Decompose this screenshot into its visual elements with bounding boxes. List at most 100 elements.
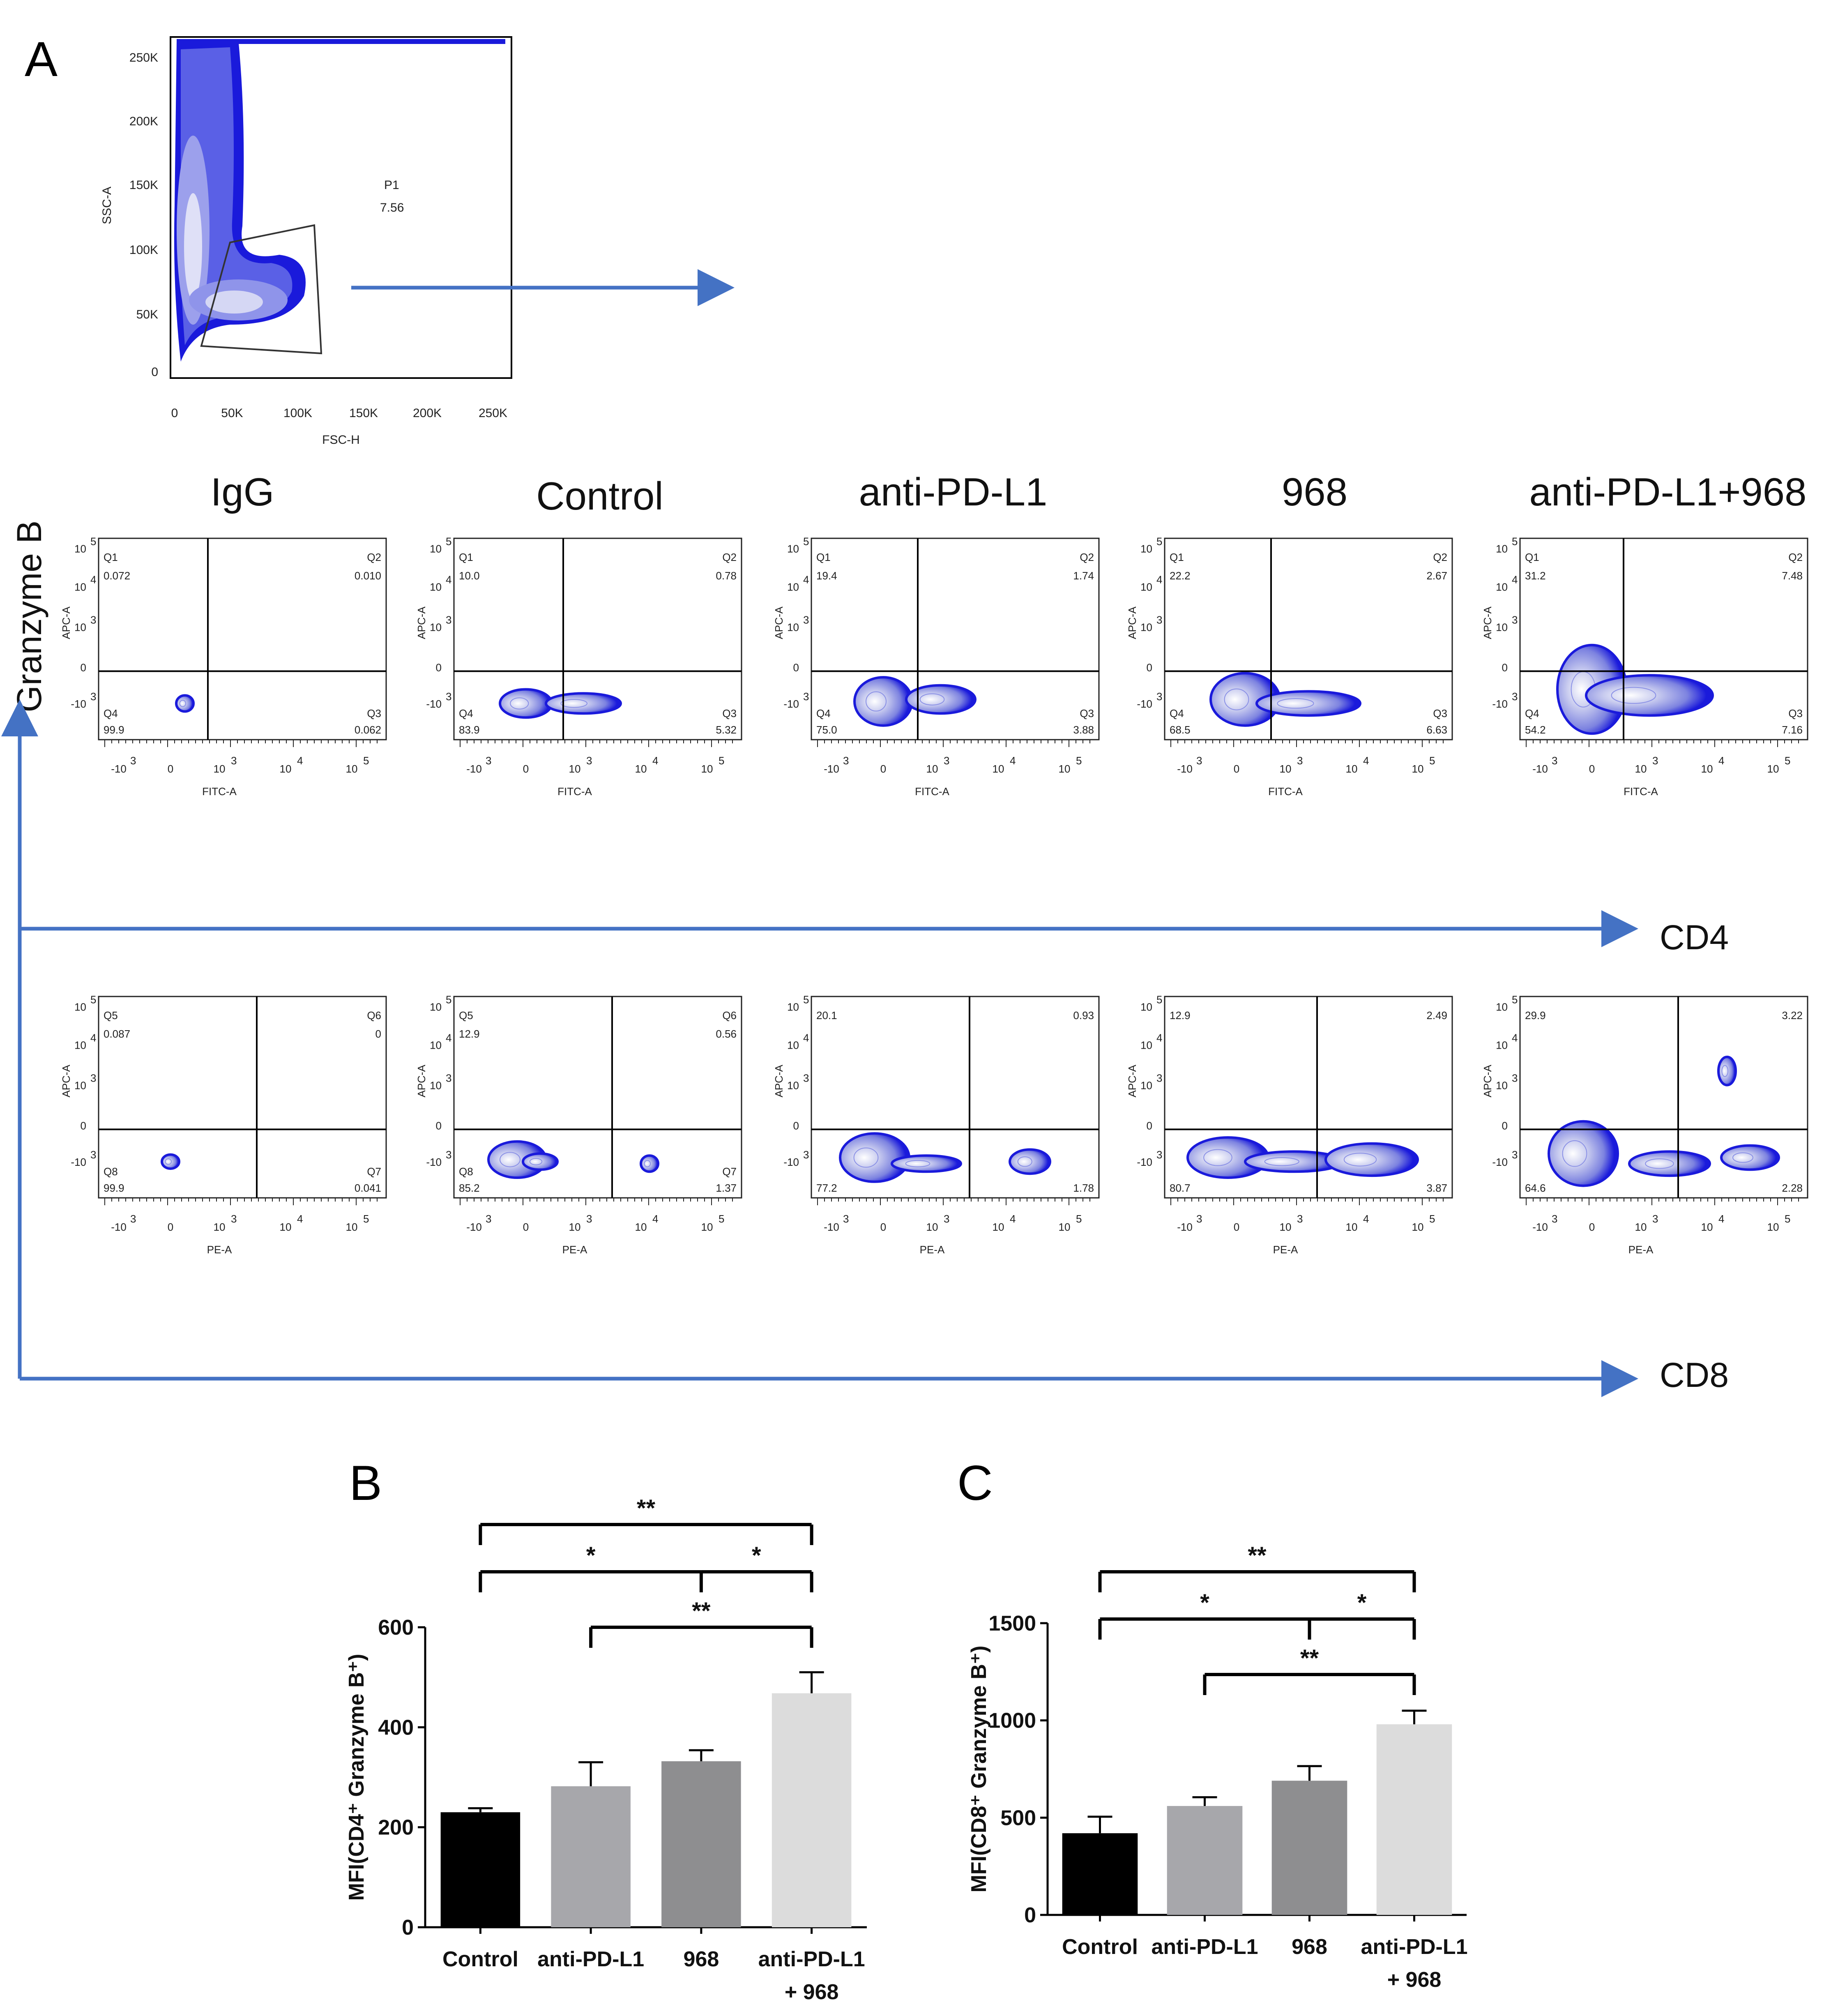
flow-y-tick-exp: 4 bbox=[90, 574, 96, 586]
flow-x-tick: -10 bbox=[824, 1221, 839, 1233]
bar bbox=[1062, 1833, 1138, 1915]
x-tick-label: anti-PD-L1 bbox=[1152, 1935, 1258, 1959]
flow-x-tick-exp: 3 bbox=[1552, 754, 1557, 767]
flow-y-tick-exp: 3 bbox=[1156, 614, 1162, 626]
flow-x-tick: 10 bbox=[1280, 763, 1292, 775]
flow-y-tick: -10 bbox=[1492, 698, 1508, 710]
quadrant-name: Q1 bbox=[104, 551, 118, 563]
flow-x-tick-exp: 3 bbox=[1652, 754, 1658, 767]
flow-x-tick-exp: 5 bbox=[719, 754, 724, 767]
quadrant-name: Q1 bbox=[1170, 551, 1184, 563]
density-contour-inner bbox=[1732, 1152, 1753, 1163]
flow-y-tick: 10 bbox=[1140, 621, 1152, 634]
flow-y-tick-exp: 3 bbox=[1512, 690, 1518, 703]
flow-x-tick-exp: 3 bbox=[843, 754, 849, 767]
density-contour bbox=[1717, 1056, 1737, 1086]
quadrant-value: 2.67 bbox=[1426, 570, 1447, 582]
x-tick-label: + 968 bbox=[1387, 1968, 1442, 1992]
flow-y-tick-exp: 4 bbox=[1156, 574, 1162, 586]
density-contour-inner bbox=[1224, 688, 1249, 710]
flow-x-tick: 10 bbox=[635, 763, 647, 775]
flow-y-tick: 10 bbox=[430, 1001, 442, 1013]
quadrant-value: 31.2 bbox=[1525, 570, 1546, 582]
group-title: anti-PD-L1 bbox=[859, 470, 1048, 514]
group-title: 968 bbox=[1282, 470, 1347, 514]
flow-y-tick-exp: 5 bbox=[90, 994, 96, 1006]
flow-x-tick-exp: 3 bbox=[231, 754, 237, 767]
significance-label: ** bbox=[1248, 1542, 1267, 1569]
flow-y-tick: -10 bbox=[1137, 698, 1152, 710]
flow-x-tick-exp: 5 bbox=[1785, 1213, 1790, 1225]
quadrant-value: 0.93 bbox=[1073, 1009, 1094, 1022]
flow-x-tick-exp: 3 bbox=[1196, 754, 1202, 767]
bar bbox=[551, 1786, 631, 1927]
flow-y-tick-exp: 4 bbox=[803, 1032, 809, 1044]
flow-y-tick-exp: 5 bbox=[803, 535, 809, 548]
flow-x-tick: -10 bbox=[1177, 763, 1193, 775]
flow-x-tick-exp: 5 bbox=[363, 754, 369, 767]
quadrant-name: Q3 bbox=[367, 707, 381, 720]
quadrant-value: 2.28 bbox=[1782, 1182, 1803, 1194]
density-contour bbox=[175, 694, 195, 713]
bar bbox=[1271, 1781, 1347, 1915]
flow-x-tick-exp: 3 bbox=[1652, 1213, 1658, 1225]
quadrant-value: 54.2 bbox=[1525, 724, 1546, 736]
flow-y-tick-exp: 3 bbox=[1156, 1149, 1162, 1161]
gate-value: 7.56 bbox=[380, 201, 404, 215]
quadrant-value: 5.32 bbox=[716, 724, 737, 736]
flow-x-tick: 10 bbox=[1701, 1221, 1713, 1233]
flow-y-tick: 10 bbox=[1140, 1039, 1152, 1052]
flow-y-tick: 10 bbox=[1496, 621, 1508, 634]
flow-y-tick: 10 bbox=[787, 621, 799, 634]
flow-x-tick-exp: 4 bbox=[652, 1213, 658, 1225]
flow-x-tick: 10 bbox=[569, 1221, 581, 1233]
quadrant-value: 1.78 bbox=[1073, 1182, 1094, 1194]
density-contour-inner bbox=[179, 699, 187, 707]
bar bbox=[440, 1812, 521, 1927]
quadrant-name: Q7 bbox=[722, 1165, 737, 1178]
flow-y-tick-exp: 5 bbox=[1156, 535, 1162, 548]
flow-x-tick-exp: 3 bbox=[944, 754, 949, 767]
flow-x-tick: -10 bbox=[466, 1221, 482, 1233]
flow-y-tick: 10 bbox=[1140, 581, 1152, 593]
flow-y-tick: 0 bbox=[436, 662, 442, 674]
flow-y-tick-exp: 5 bbox=[90, 535, 96, 548]
flow-x-tick-exp: 3 bbox=[1297, 1213, 1303, 1225]
gating-x-tick: 250K bbox=[479, 406, 507, 420]
gate-p1-polygon[interactable] bbox=[200, 224, 322, 355]
quadrant-name: Q8 bbox=[104, 1165, 118, 1178]
flow-x-tick: 10 bbox=[214, 1221, 226, 1233]
flow-x-tick: 10 bbox=[1767, 1221, 1779, 1233]
flow-y-tick: 10 bbox=[1140, 1080, 1152, 1092]
quadrant-name: Q6 bbox=[722, 1009, 737, 1022]
density-contour bbox=[1009, 1148, 1051, 1175]
density-contour-inner bbox=[560, 699, 588, 708]
flow-y-label: APC-A bbox=[60, 606, 72, 639]
flow-x-tick: 10 bbox=[1059, 763, 1071, 775]
quadrant-value: 0.010 bbox=[355, 570, 381, 582]
y-tick-label: 600 bbox=[378, 1616, 414, 1640]
gating-plot: P1 7.56 250K 200K 150K 100K 50K 0 SSC-A … bbox=[100, 36, 512, 447]
cd8-flow-plot: Q50.087Q60Q899.9Q70.0411051041030-103-10… bbox=[60, 994, 387, 1256]
cd4-flow-plot: Q1 0.072 Q2 0.010 Q4 99.9 Q3 0.062 10 5 10 4 10 3 0 -10… bbox=[60, 535, 387, 798]
y-axis-label: MFI(CD8⁺ Granzyme B⁺) bbox=[967, 1646, 991, 1893]
flow-x-tick: -10 bbox=[1532, 763, 1548, 775]
flow-y-tick: 10 bbox=[787, 1039, 799, 1052]
flow-x-tick: 0 bbox=[880, 763, 886, 775]
quadrant-name: Q5 bbox=[459, 1009, 473, 1022]
x-tick-label: anti-PD-L1 bbox=[758, 1947, 865, 1971]
significance-label: ** bbox=[637, 1495, 656, 1522]
quadrant-value: 0 bbox=[375, 1028, 381, 1040]
flow-y-tick: 10 bbox=[1496, 1039, 1508, 1052]
flow-x-tick: 0 bbox=[880, 1221, 886, 1233]
flow-y-label: APC-A bbox=[1481, 1064, 1494, 1097]
flow-y-tick: 0 bbox=[793, 662, 799, 674]
quadrant-value: 10.0 bbox=[459, 570, 480, 582]
quadrant-value: 85.2 bbox=[459, 1182, 480, 1194]
flow-x-label: PE-A bbox=[920, 1243, 945, 1256]
flow-y-tick-exp: 4 bbox=[446, 1032, 451, 1044]
flow-x-label: PE-A bbox=[562, 1243, 587, 1256]
y-tick-label: 0 bbox=[402, 1916, 414, 1940]
flow-x-tick: 10 bbox=[701, 763, 713, 775]
density-contour bbox=[640, 1154, 659, 1173]
